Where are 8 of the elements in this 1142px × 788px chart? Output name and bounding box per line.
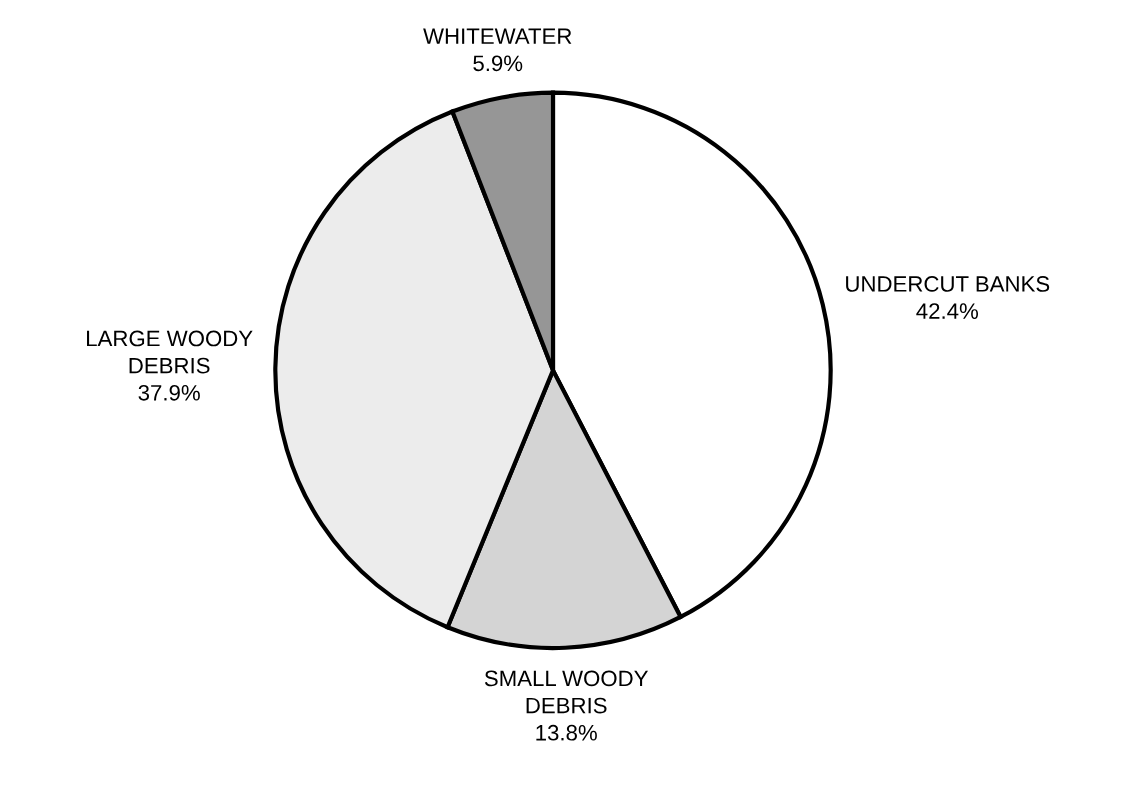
slice-label: WHITEWATER (423, 28, 572, 44)
data-label: 42.4% (916, 303, 979, 319)
slice-label: SMALL WOODY DEBRIS (484, 670, 649, 714)
data-label: 13.8% (536, 724, 597, 741)
data-label: 37.9% (138, 384, 200, 401)
slice-label: LARGE WOODY DEBRIS (87, 330, 253, 374)
slice-label: UNDERCUT BANKS (846, 276, 1050, 292)
data-label: 5.9% (473, 55, 523, 72)
